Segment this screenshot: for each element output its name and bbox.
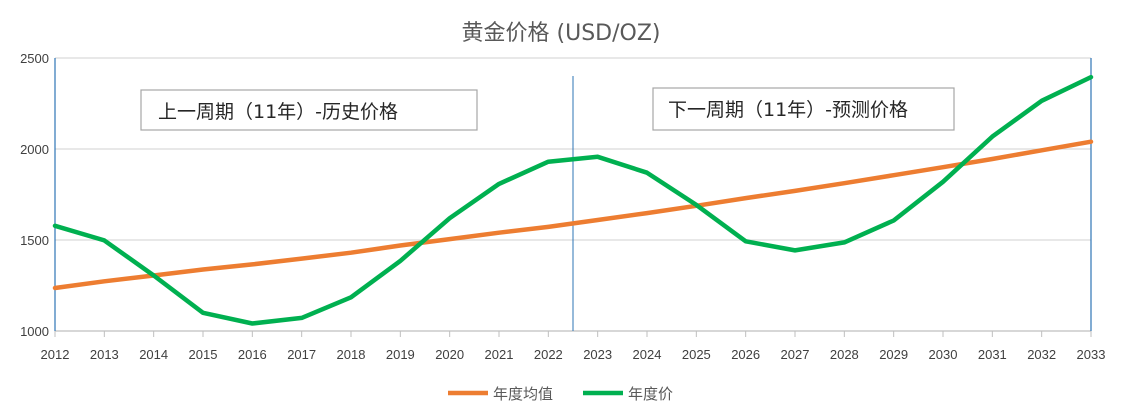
x-tick-label: 2031 xyxy=(978,347,1007,362)
y-tick-label: 1500 xyxy=(20,233,49,248)
x-tick-label: 2018 xyxy=(337,347,366,362)
x-tick-label: 2027 xyxy=(781,347,810,362)
series-line-annual-price xyxy=(52,74,1094,326)
x-tick-label: 2019 xyxy=(386,347,415,362)
x-tick-label: 2012 xyxy=(41,347,70,362)
annotation-box-history xyxy=(140,89,478,131)
x-tick-label: 2028 xyxy=(830,347,859,362)
series-lines xyxy=(52,74,1094,326)
annotation-box-forecast xyxy=(652,87,955,131)
x-tick-label: 2022 xyxy=(534,347,563,362)
x-tick-label: 2032 xyxy=(1027,347,1056,362)
x-tick-label: 2017 xyxy=(287,347,316,362)
x-tick-label: 2029 xyxy=(879,347,908,362)
x-tick-label: 2023 xyxy=(583,347,612,362)
x-tick-label: 2015 xyxy=(189,347,218,362)
x-tick-label: 2014 xyxy=(139,347,168,362)
x-tick-label: 2030 xyxy=(929,347,958,362)
x-tick-label: 2033 xyxy=(1077,347,1106,362)
x-tick-label: 2026 xyxy=(731,347,760,362)
x-tick-label: 2016 xyxy=(238,347,267,362)
x-tick-label: 2024 xyxy=(633,347,662,362)
legend-label: 年度均值 xyxy=(493,385,553,403)
x-tick-label: 2020 xyxy=(435,347,464,362)
series-line-annual-average xyxy=(52,139,1094,291)
y-tick-label: 2500 xyxy=(20,51,49,66)
x-tick-label: 2013 xyxy=(90,347,119,362)
x-axis-ticks: 2012 2013 2014 2015 2016 2017 2018 2019 2020 2021… xyxy=(41,331,1106,362)
legend-label: 年度价 xyxy=(628,385,673,403)
annotation-forecast: 下一周期（11年）-预测价格 xyxy=(668,99,908,121)
legend: 年度均值 年度价 xyxy=(448,385,673,403)
annotation-history: 上一周期（11年）-历史价格 xyxy=(158,101,398,123)
annotations: 上一周期（11年）-历史价格 下一周期（11年）-预测价格 xyxy=(140,87,955,131)
x-tick-label: 2021 xyxy=(485,347,514,362)
chart-title: 黄金价格 (USD/OZ) xyxy=(462,21,661,46)
y-tick-label: 1000 xyxy=(20,324,49,339)
x-tick-label: 2025 xyxy=(682,347,711,362)
y-tick-label: 2000 xyxy=(20,142,49,157)
y-axis-ticks: 1000 1500 2000 2500 xyxy=(20,51,49,339)
